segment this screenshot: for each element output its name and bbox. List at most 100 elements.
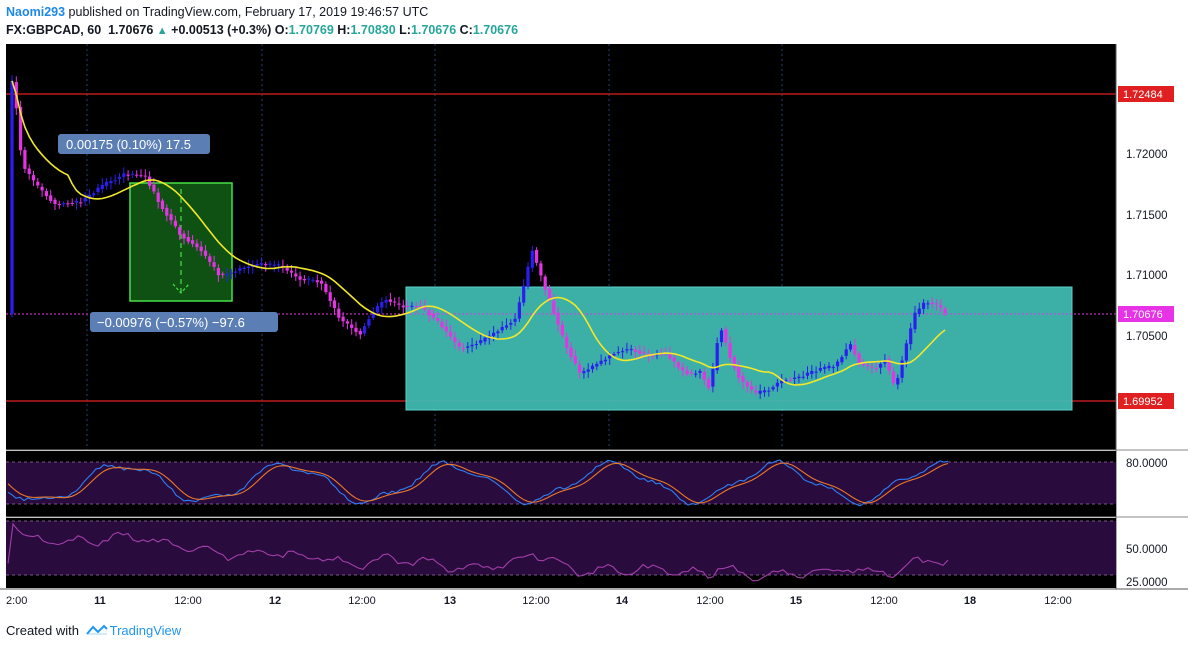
candle-body <box>582 371 586 374</box>
candle-body <box>216 268 220 276</box>
candle-body <box>199 246 203 252</box>
candle-body <box>836 361 840 367</box>
time-axis[interactable]: 2:00 11 12:00 12 12:00 13 12:00 14 12:00 15 12:00 1… <box>6 595 1072 607</box>
candle-body <box>436 318 440 321</box>
candle-body <box>234 271 238 273</box>
open-value: 1.70769 <box>288 23 334 37</box>
candle-body <box>44 191 48 197</box>
candle-body <box>737 366 741 378</box>
candle-body <box>500 327 504 331</box>
candle-body <box>74 200 79 203</box>
time-label: 13 <box>444 595 456 607</box>
candle-body <box>719 330 724 343</box>
candle-body <box>49 195 53 201</box>
candle-body <box>100 184 104 189</box>
candle-body <box>277 264 281 266</box>
candle-body <box>745 382 749 387</box>
candle-body <box>793 377 797 379</box>
candle-body <box>466 346 470 348</box>
candle-body <box>320 280 324 284</box>
candle-body <box>874 368 878 369</box>
candle-body <box>87 194 91 199</box>
candle-body <box>810 371 814 374</box>
price-tick: 1.70500 <box>1126 331 1168 343</box>
candle-body <box>939 305 943 308</box>
candle-body <box>922 302 926 309</box>
candle-body <box>109 181 113 184</box>
candle-body <box>53 199 57 204</box>
candle-body <box>831 367 835 369</box>
candle-body <box>70 203 74 204</box>
support-price-tag <box>1118 393 1174 409</box>
measure-up-label[interactable]: 0.00175 (0.10%) 17.5 <box>58 134 210 154</box>
rsi-line[interactable] <box>7 522 949 582</box>
candle-body <box>255 264 259 266</box>
candle-body <box>754 390 758 393</box>
candle-body <box>504 325 509 328</box>
tradingview-logo-icon <box>85 624 108 639</box>
stoch-d-line[interactable] <box>7 462 949 504</box>
candle-body <box>208 256 212 262</box>
candle-body <box>259 263 263 265</box>
candle-body <box>823 367 827 369</box>
candle-body <box>715 343 719 371</box>
candle-body <box>762 390 767 393</box>
candle-body <box>556 312 560 325</box>
candle-body <box>195 243 199 248</box>
price-tick: 1.71500 <box>1126 210 1168 222</box>
candle-body <box>148 176 152 186</box>
range-rectangle[interactable] <box>405 286 1073 411</box>
stoch-k-line[interactable] <box>7 459 949 507</box>
candle-body <box>788 379 792 381</box>
candle-body <box>350 324 354 328</box>
candlestick-series[interactable] <box>10 75 947 399</box>
candle-body <box>758 390 762 394</box>
candle-body <box>337 308 341 318</box>
candle-body <box>492 332 496 336</box>
candle-body <box>393 301 397 303</box>
chart-header: Naomi293 published on TradingView.com, F… <box>0 0 1188 44</box>
candle-body <box>414 306 418 307</box>
tradingview-link[interactable]: TradingView <box>109 623 182 638</box>
candle-body <box>848 344 853 350</box>
candle-body <box>513 318 517 322</box>
candle-body <box>870 366 874 368</box>
candle-body <box>552 300 556 314</box>
candle-body <box>354 327 358 332</box>
measure-arrow-icon <box>172 283 190 294</box>
candle-body <box>857 353 861 364</box>
candle-body <box>449 331 453 337</box>
chart-canvas[interactable]: 0.00175 (0.10%) 17.5 −0.00976 (−0.57%) −… <box>0 44 1188 619</box>
high-value: 1.70830 <box>350 23 396 37</box>
candle-body <box>904 343 908 361</box>
candle-body <box>470 344 474 347</box>
candle-body <box>27 168 31 174</box>
candle-body <box>732 357 736 368</box>
candle-body <box>31 175 36 181</box>
candle-body <box>135 174 139 176</box>
candle-body <box>371 312 375 318</box>
candle-body <box>887 359 891 371</box>
time-label: 12:00 <box>174 595 202 607</box>
candle-body <box>784 380 788 382</box>
candle-body <box>427 310 431 316</box>
candle-body <box>509 322 513 325</box>
candle-body <box>311 279 315 281</box>
measure-down-label[interactable]: −0.00976 (−0.57%) −97.6 <box>90 312 278 332</box>
moving-average-line[interactable] <box>11 80 946 386</box>
candle-body <box>775 382 779 387</box>
candle-body <box>440 321 444 328</box>
candle-body <box>741 376 745 382</box>
footer: Created with TradingView <box>6 623 181 639</box>
candle-body <box>728 343 732 358</box>
candle-body <box>543 276 547 290</box>
time-label: 12:00 <box>1044 595 1072 607</box>
candle-body <box>724 328 728 343</box>
candle-body <box>805 372 810 376</box>
author-link[interactable]: Naomi293 <box>6 5 66 19</box>
candle-body <box>117 176 122 179</box>
candle-body <box>608 355 612 359</box>
candle-body <box>517 302 521 319</box>
candle-body <box>264 264 268 266</box>
candle-body <box>866 365 870 367</box>
